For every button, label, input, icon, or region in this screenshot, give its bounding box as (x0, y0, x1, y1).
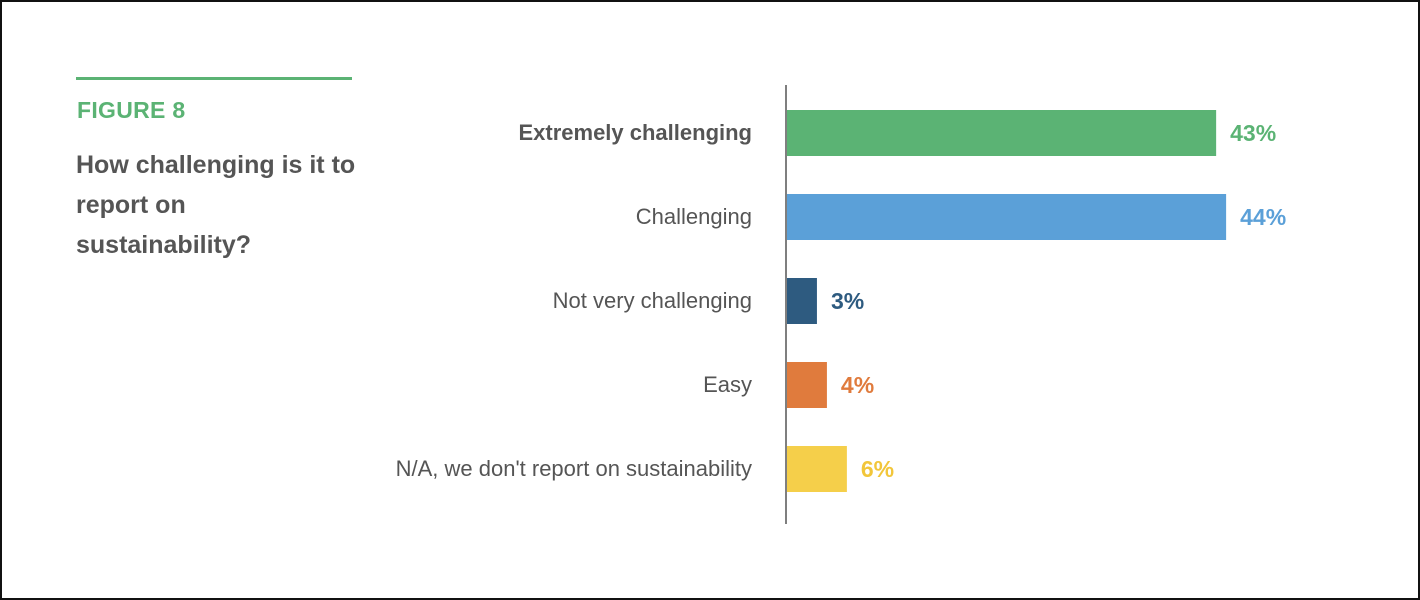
category-label-3: Easy (703, 372, 752, 397)
category-label-1: Challenging (636, 204, 752, 229)
value-label-2: 3% (831, 288, 864, 314)
value-label-3: 4% (841, 372, 874, 398)
bar-0 (787, 110, 1217, 156)
bar-2 (787, 278, 817, 324)
category-label-4: N/A, we don't report on sustainability (396, 456, 752, 481)
figure-label: FIGURE 8 (77, 97, 186, 123)
category-label-2: Not very challenging (553, 288, 752, 313)
value-label-4: 6% (861, 456, 894, 482)
bar-1 (787, 194, 1227, 240)
category-label-0: Extremely challenging (518, 120, 752, 145)
bar-3 (787, 362, 827, 408)
value-label-1: 44% (1240, 204, 1286, 230)
bar-4 (787, 446, 847, 492)
figure-title: How challenging is it to report on susta… (76, 151, 356, 259)
value-label-0: 43% (1230, 120, 1276, 146)
accent-rule (76, 77, 352, 80)
